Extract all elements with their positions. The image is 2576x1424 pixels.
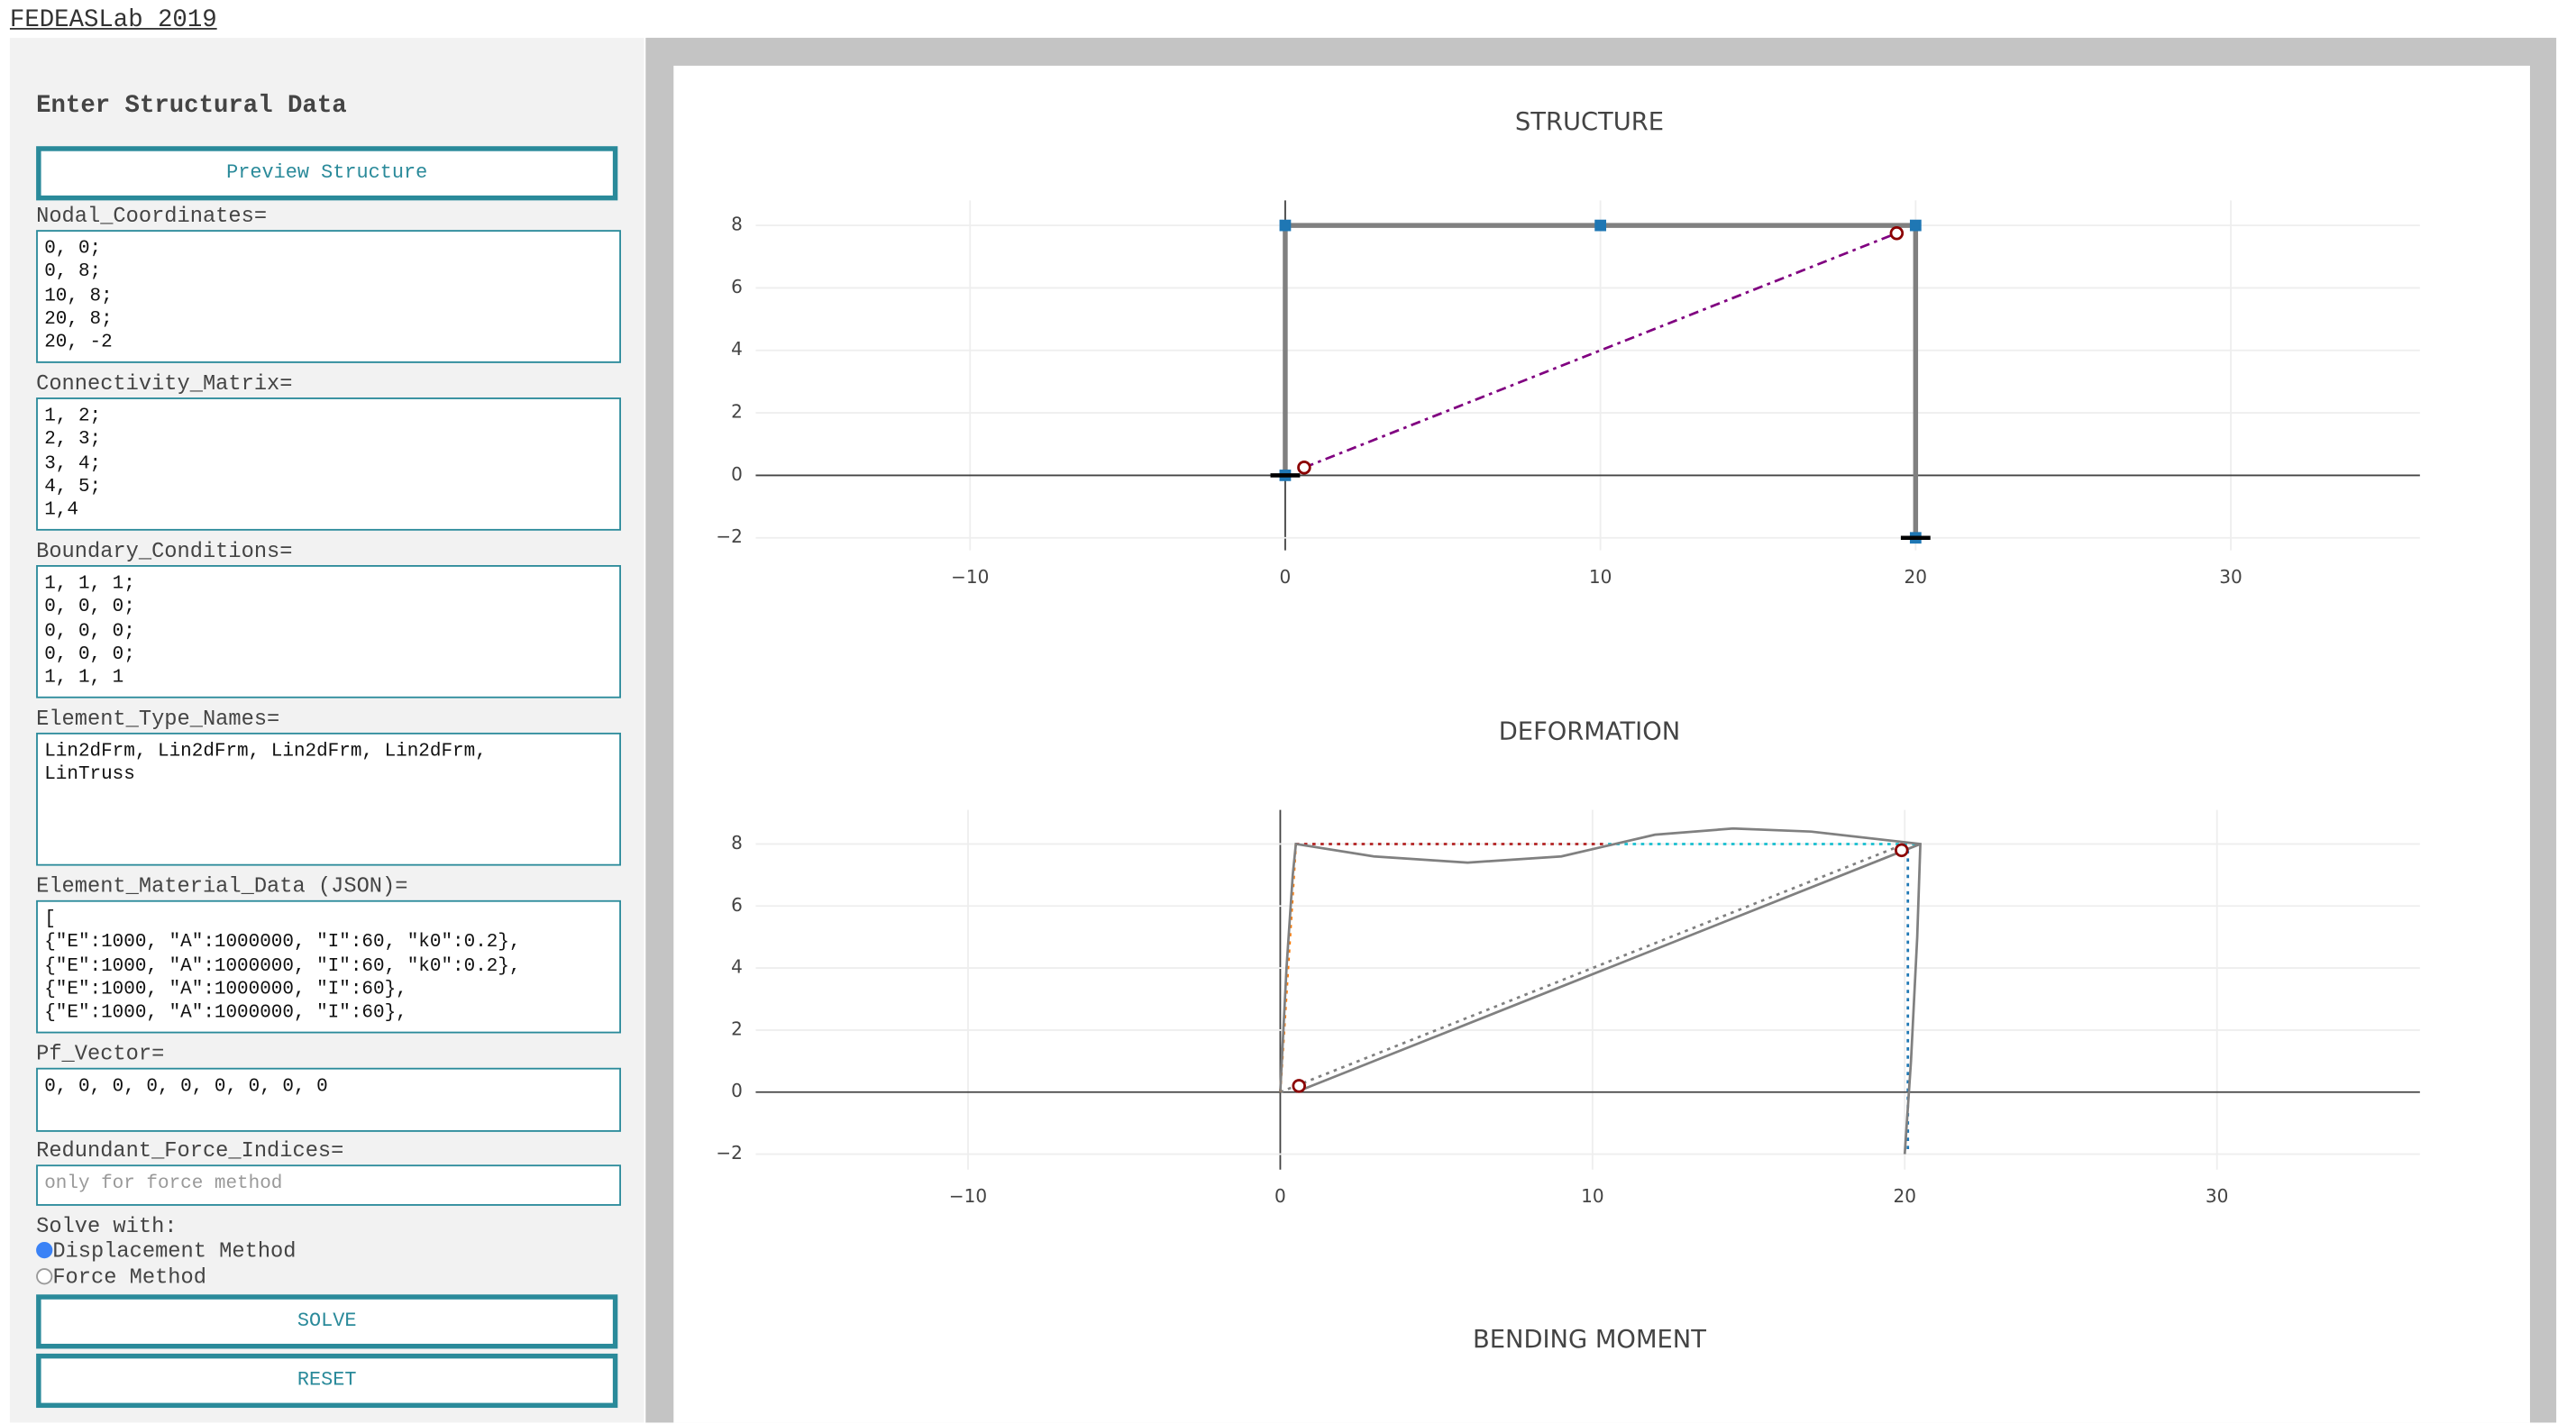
- node-marker: [1909, 219, 1922, 232]
- reset-button[interactable]: RESET: [36, 1353, 618, 1409]
- element-line: [1303, 232, 1897, 470]
- y-tick-label: 2: [731, 1018, 743, 1039]
- x-tick-label: 20: [1894, 1185, 1917, 1207]
- x-tick-label: −10: [949, 1185, 987, 1207]
- y-tick-label: −2: [716, 525, 743, 547]
- radio-label: Displacement Method: [52, 1238, 297, 1264]
- y-tick-label: 0: [731, 1080, 743, 1101]
- field-label: Boundary_Conditions=: [36, 538, 293, 564]
- x-tick-label: 30: [2206, 1185, 2229, 1207]
- element-line: [1279, 843, 1905, 1094]
- text-input[interactable]: [ {"E":1000, "A":1000000, "I":60, "k0":0…: [36, 899, 621, 1034]
- node-marker: [1279, 219, 1292, 232]
- radio-button[interactable]: [36, 1268, 53, 1285]
- radio-option[interactable]: Force Method: [36, 1264, 206, 1290]
- x-tick-label: 0: [1280, 566, 1292, 588]
- chart-title: STRUCTURE: [1515, 108, 1664, 136]
- hinge-marker: [1297, 460, 1311, 475]
- field-label: Element_Material_Data (JSON)=: [36, 873, 408, 899]
- chart-title: DEFORMATION: [1499, 717, 1680, 745]
- y-tick-label: 0: [731, 463, 743, 485]
- y-tick-label: 4: [731, 338, 743, 360]
- y-tick-label: 6: [731, 276, 743, 297]
- y-tick-label: 8: [731, 214, 743, 235]
- text-input[interactable]: 1, 2; 2, 3; 3, 4; 4, 5; 1,4: [36, 397, 621, 531]
- hinge-marker: [1292, 1079, 1306, 1093]
- x-tick-label: −10: [951, 566, 989, 588]
- y-tick-label: −2: [716, 1142, 743, 1164]
- x-tick-label: 20: [1905, 566, 1928, 588]
- app-title[interactable]: FEDEASLab 2019: [9, 6, 217, 35]
- x-tick-label: 10: [1581, 1185, 1603, 1207]
- x-tick-label: 10: [1589, 566, 1612, 588]
- y-tick-label: 6: [731, 894, 743, 916]
- hinge-marker: [1895, 843, 1909, 858]
- element-line: [1279, 826, 1922, 1155]
- y-tick-label: 4: [731, 956, 743, 978]
- solve-label: Solve with:: [36, 1213, 178, 1239]
- field-label: Connectivity_Matrix=: [36, 370, 293, 397]
- preview-button[interactable]: Preview Structure: [36, 146, 618, 201]
- field-label: Redundant_Force_Indices=: [36, 1138, 344, 1164]
- x-tick-label: 30: [2219, 566, 2243, 588]
- plot-area: [673, 65, 2530, 1423]
- text-input[interactable]: 1, 1, 1; 0, 0, 0; 0, 0, 0; 0, 0, 0; 1, 1…: [36, 565, 621, 698]
- radio-label: Force Method: [52, 1264, 206, 1290]
- text-input[interactable]: only for force method: [36, 1164, 621, 1206]
- element-line: [1295, 843, 1922, 1094]
- field-label: Nodal_Coordinates=: [36, 204, 268, 229]
- text-input[interactable]: 0, 0, 0, 0, 0, 0, 0, 0, 0: [36, 1067, 621, 1132]
- chart-title: BENDING MOMENT: [1473, 1326, 1706, 1354]
- form-heading: Enter Structural Data: [36, 92, 347, 121]
- node-marker: [1594, 219, 1607, 232]
- y-tick-label: 2: [731, 401, 743, 423]
- text-input[interactable]: Lin2dFrm, Lin2dFrm, Lin2dFrm, Lin2dFrm, …: [36, 732, 621, 866]
- radio-button[interactable]: [36, 1241, 53, 1259]
- field-label: Element_Type_Names=: [36, 706, 280, 732]
- field-label: Pf_Vector=: [36, 1041, 165, 1066]
- x-tick-label: 0: [1274, 1185, 1286, 1207]
- solve-button[interactable]: SOLVE: [36, 1294, 618, 1349]
- radio-option[interactable]: Displacement Method: [36, 1238, 297, 1264]
- hinge-marker: [1889, 226, 1905, 241]
- text-input[interactable]: 0, 0; 0, 8; 10, 8; 20, 8; 20, -2: [36, 230, 621, 363]
- y-tick-label: 8: [731, 832, 743, 853]
